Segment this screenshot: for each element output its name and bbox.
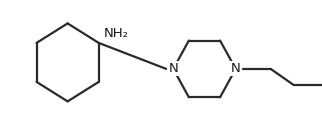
Text: N: N xyxy=(231,62,241,75)
Text: NH₂: NH₂ xyxy=(104,27,129,40)
Text: N: N xyxy=(168,62,178,75)
